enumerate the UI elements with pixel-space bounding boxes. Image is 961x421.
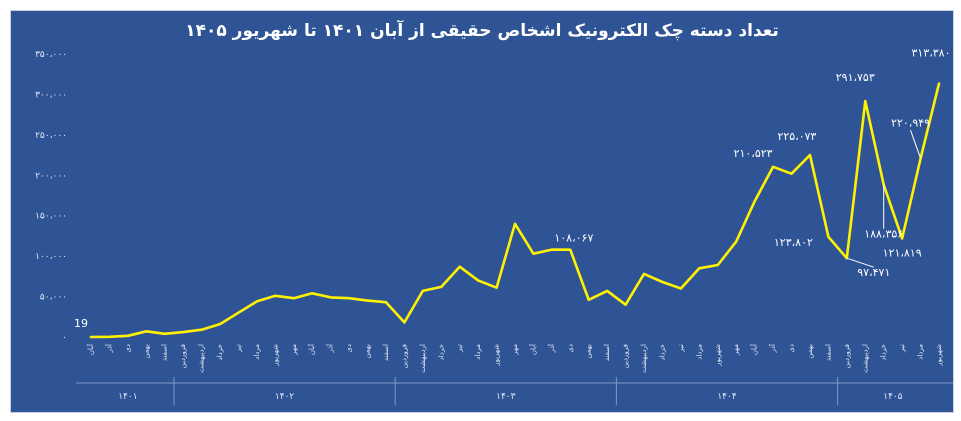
x-tick-label: شهریور	[714, 344, 722, 367]
x-tick-label: فروردین	[179, 344, 187, 368]
x-tick-label: شهریور	[493, 344, 501, 367]
data-label: ۲۹۱،۷۵۳	[836, 71, 875, 84]
x-tick-label: اردیبهشت	[419, 344, 427, 373]
x-tick-label: بهمن	[585, 344, 593, 359]
y-tick-label: ۳۰۰،۰۰۰	[35, 90, 67, 100]
year-label: ۱۴۰۴	[717, 392, 737, 402]
x-axis: آبان آذر دی بهمن اسفند فروردین اردیبهشت خرداد تی…	[86, 343, 943, 373]
x-tick-label: خرداد	[216, 344, 224, 360]
x-tick-label: خرداد	[880, 344, 888, 360]
x-tick-label: آذر	[326, 343, 335, 353]
x-tick-label: اردیبهشت	[861, 344, 869, 373]
y-axis: ۰ ۵۰،۰۰۰ ۱۰۰،۰۰۰ ۱۵۰،۰۰۰ ۲۰۰،۰۰۰ ۲۵۰،۰۰۰ ۳۰۰،۰…	[35, 50, 67, 343]
x-tick-label: آبان	[86, 343, 95, 355]
x-tick-label: دی	[566, 344, 574, 353]
x-tick-label: مهر	[511, 344, 519, 356]
x-tick-label: مهر	[290, 344, 298, 356]
year-label: ۱۴۰۲	[275, 392, 295, 402]
x-tick-label: شهریور	[935, 344, 943, 367]
y-tick-label: ۱۰۰،۰۰۰	[35, 252, 67, 262]
x-tick-label: مرداد	[917, 344, 925, 360]
x-tick-label: خرداد	[437, 344, 445, 360]
year-label: ۱۴۰۱	[118, 392, 137, 402]
series-layer	[89, 82, 941, 339]
y-tick-label: ۱۵۰،۰۰۰	[35, 212, 67, 222]
data-label: ۱۲۱،۸۱۹	[883, 247, 922, 260]
x-tick-label: فروردین	[400, 344, 408, 368]
data-label-leader	[846, 257, 874, 268]
x-tick-label: تیر	[456, 344, 464, 353]
x-tick-label: آذر	[768, 343, 777, 353]
x-tick-label: خرداد	[658, 344, 666, 360]
x-tick-label: مرداد	[474, 344, 482, 360]
data-label: 19	[74, 317, 88, 330]
data-label: ۱۰۸،۰۶۷	[554, 232, 593, 245]
x-tick-label: تیر	[677, 344, 685, 353]
year-label: ۱۴۰۳	[496, 392, 516, 402]
x-tick-label: دی	[124, 344, 132, 353]
y-tick-label: ۲۵۰،۰۰۰	[35, 131, 67, 141]
data-label: ۱۸۸،۳۵۶	[864, 228, 903, 241]
x-tick-label: تیر	[898, 344, 906, 353]
x-tick-label: آبان	[528, 343, 537, 355]
data-label: ۹۷،۴۷۱	[857, 266, 890, 279]
data-label: ۳۱۳،۳۸۰	[912, 47, 951, 60]
data-label: ۱۲۳،۸۰۲	[774, 236, 813, 249]
x-tick-label: دی	[345, 344, 353, 353]
x-tick-label: مرداد	[253, 344, 261, 360]
x-tick-label: اسفند	[824, 344, 832, 361]
x-tick-label: اسفند	[161, 344, 169, 361]
x-tick-label: اسفند	[603, 344, 611, 361]
x-tick-label: بهمن	[142, 344, 150, 359]
x-tick-label: بهمن	[364, 344, 372, 359]
x-tick-label: فروردین	[843, 344, 851, 368]
data-label: ۲۱۰،۵۲۳	[734, 147, 773, 160]
x-tick-label: مهر	[732, 344, 740, 356]
year-label: ۱۴۰۵	[883, 392, 903, 402]
x-tick-label: فروردین	[622, 344, 630, 368]
x-tick-label: دی	[788, 344, 796, 353]
x-tick-label: بهمن	[806, 344, 814, 359]
x-tick-label: آبان	[307, 343, 316, 355]
year-axis: ۱۴۰۱ ۱۴۰۲ ۱۴۰۳ ۱۴۰۴ ۱۴۰۵	[75, 377, 953, 405]
x-tick-label: شهریور	[271, 344, 279, 367]
y-tick-label: ۰	[62, 333, 67, 343]
x-tick-label: اردیبهشت	[198, 344, 206, 373]
y-tick-label: ۵۰،۰۰۰	[40, 293, 67, 303]
chart-title: تعداد دسته چک الکترونیک اشخاص حقیقی از آ…	[185, 19, 779, 41]
line-chart: تعداد دسته چک الکترونیک اشخاص حقیقی از آ…	[35, 19, 953, 405]
data-label: ۲۲۰،۹۴۹	[891, 116, 930, 129]
x-tick-label: آذر	[104, 343, 113, 353]
chart-frame: تعداد دسته چک الکترونیک اشخاص حقیقی از آ…	[10, 10, 954, 413]
x-tick-label: اسفند	[382, 344, 390, 361]
series-line	[89, 82, 941, 339]
x-tick-label: آذر	[547, 343, 556, 353]
data-label-layer: 19 ۱۰۸،۰۶۷ ۲۱۰،۵۲۳ ۲۲۵،۰۷۳ ۱۲۳،۸۰۲ ۹۷،۴۷۱ ۲۹۱،…	[74, 47, 951, 330]
x-tick-label: تیر	[234, 344, 242, 353]
x-tick-label: اردیبهشت	[640, 344, 648, 373]
y-tick-label: ۳۵۰،۰۰۰	[35, 50, 67, 60]
data-label-leader	[910, 130, 922, 159]
x-tick-label: آبان	[750, 343, 759, 355]
y-tick-label: ۲۰۰،۰۰۰	[35, 171, 67, 181]
data-label: ۲۲۵،۰۷۳	[777, 130, 816, 143]
x-tick-label: مرداد	[695, 344, 703, 360]
